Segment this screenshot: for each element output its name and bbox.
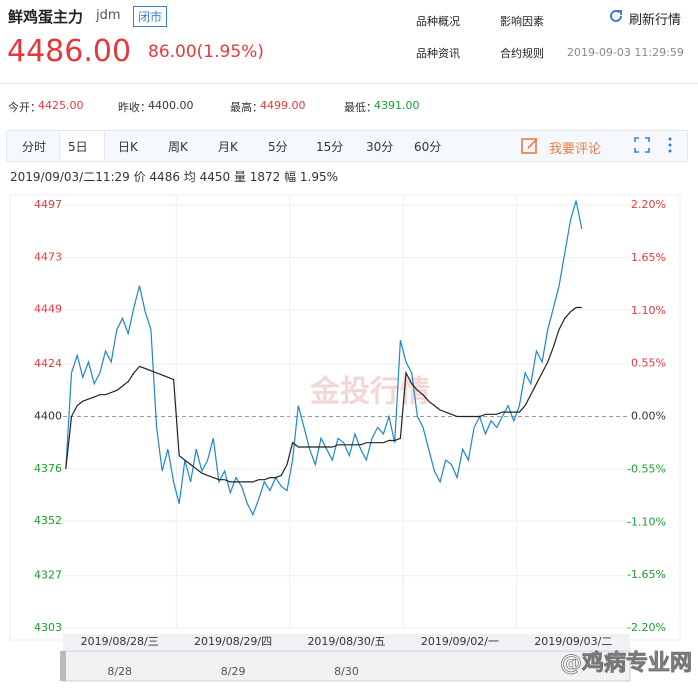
y-tick-label: 4303 (34, 621, 62, 634)
stat-value: 4400.00 (148, 99, 194, 112)
y-tick-label: 4449 (34, 303, 62, 316)
tab[interactable]: 月K (218, 140, 238, 154)
y2-tick-label: 1.10% (631, 304, 666, 317)
stat-label: 最低： (344, 101, 377, 114)
x-tick-label: 2019/08/28/三 (81, 635, 159, 648)
tab-bar (6, 130, 688, 162)
logo-watermark: 金投行情 (309, 375, 430, 410)
y2-tick-label: -0.55% (627, 462, 666, 475)
price: 4486.00 (7, 34, 132, 69)
toolbar-icons[interactable] (633, 136, 683, 156)
x-tick-label: 2019/09/02/一 (421, 635, 499, 648)
tab[interactable]: 周K (168, 140, 188, 154)
separator (0, 83, 698, 84)
tab[interactable]: 15分 (316, 140, 344, 154)
stat-value: 4391.00 (374, 99, 420, 112)
tab[interactable]: 5分 (268, 140, 288, 154)
tab[interactable]: 5日 (68, 140, 88, 154)
tab[interactable]: 30分 (366, 140, 394, 154)
instrument-name: 鲜鸡蛋主力 (8, 8, 84, 26)
link[interactable]: 合约规则 (500, 47, 544, 60)
refresh-link[interactable]: 刷新行情 (629, 13, 682, 28)
x-tick-label: 2019/08/30/五 (307, 635, 385, 648)
info-line: 2019/09/03/二11:29 价 4486 均 4450 量 1872 幅… (10, 170, 339, 184)
navigator-label: 8/28 (107, 665, 132, 678)
y2-tick-label: 0.00% (631, 410, 666, 423)
y-tick-label: 4327 (34, 569, 62, 582)
link[interactable]: 品种资讯 (416, 47, 460, 60)
y-tick-label: 4400 (34, 410, 62, 423)
timestamp: 2019-09-03 11:29:59 (567, 46, 684, 59)
x-label-bar (63, 634, 630, 650)
navigator (62, 650, 631, 682)
stat-label: 今开： (8, 101, 41, 114)
instrument-code: jdm (96, 8, 121, 23)
y2-tick-label: 2.20% (631, 198, 666, 211)
navigator-label: 8/30 (334, 665, 359, 678)
tab[interactable]: 日K (118, 140, 138, 154)
y-tick-label: 4424 (34, 357, 62, 370)
y-tick-label: 4352 (34, 514, 62, 527)
tab[interactable]: 分时 (22, 140, 47, 154)
stat-label: 昨收： (118, 101, 151, 114)
link[interactable]: 影响因素 (500, 15, 544, 28)
plot-border (9, 194, 681, 641)
y2-tick-label: 1.65% (631, 251, 666, 264)
stat-value: 4499.00 (260, 99, 306, 112)
refresh-icon[interactable] (608, 8, 624, 24)
navigator-label: 8/29 (221, 665, 246, 678)
y2-tick-label: 0.55% (631, 357, 666, 370)
stat-label: 最高： (230, 101, 263, 114)
y2-tick-label: -1.65% (627, 568, 666, 581)
y-tick-label: 4376 (34, 462, 62, 475)
link[interactable]: 品种概况 (416, 15, 460, 28)
tab[interactable]: 60分 (414, 140, 442, 154)
y2-tick-label: -2.20% (627, 621, 666, 634)
stat-value: 4425.00 (38, 99, 84, 112)
status-badge: 闭市 (133, 6, 168, 27)
tab-active-bg (59, 131, 105, 160)
series-line (65, 200, 583, 517)
watermark: @鸡病专业网 (560, 650, 692, 676)
comment-icon[interactable] (520, 136, 540, 156)
y-tick-label: 4497 (34, 198, 62, 211)
series-line (65, 306, 582, 483)
x-tick-label: 2019/09/03/二 (534, 635, 612, 648)
navigator-handle (60, 651, 66, 681)
comment-link[interactable]: 我要评论 (549, 142, 602, 157)
y2-tick-label: -1.10% (627, 515, 666, 528)
x-tick-label: 2019/08/29/四 (194, 635, 272, 648)
change: 86.00(1.95%) (148, 42, 264, 62)
y-tick-label: 4473 (34, 250, 62, 263)
